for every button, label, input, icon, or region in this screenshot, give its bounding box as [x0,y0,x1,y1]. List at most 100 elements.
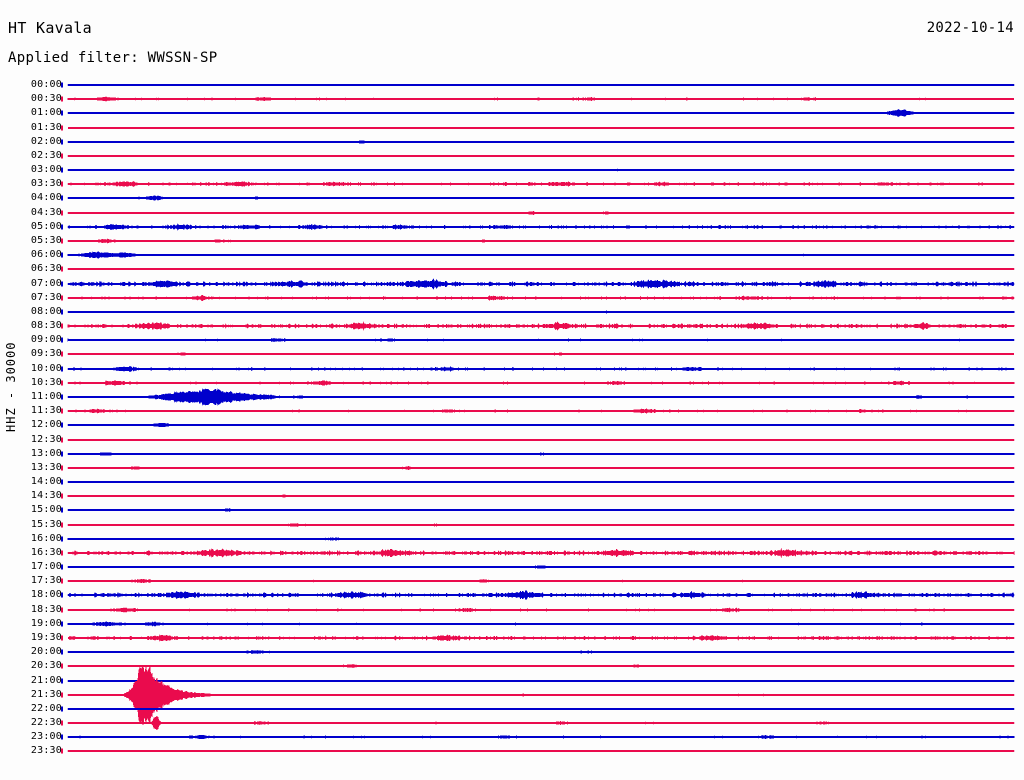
row-time-label: 21:00 [30,674,62,686]
helicorder-row: 09:30 [0,347,1024,361]
helicorder-row: 02:30 [0,149,1024,163]
seismic-trace [61,262,1016,276]
seismic-trace [61,532,1016,546]
seismic-trace [61,617,1016,631]
row-time-label: 15:00 [30,504,62,516]
row-time-label: 11:00 [30,390,62,402]
row-time-label: 13:30 [30,461,62,473]
helicorder-row: 11:30 [0,404,1024,418]
row-time-label: 08:00 [30,305,62,317]
row-time-label: 20:30 [30,660,62,672]
helicorder-row: 08:00 [0,305,1024,319]
helicorder-row: 17:00 [0,560,1024,574]
helicorder-row: 00:00 [0,78,1024,92]
helicorder-row: 06:30 [0,262,1024,276]
helicorder-row: 04:00 [0,191,1024,205]
helicorder-row: 01:30 [0,121,1024,135]
helicorder-row: 04:30 [0,206,1024,220]
helicorder-row: 21:30 [0,664,1024,725]
helicorder-row: 22:30 [0,716,1024,730]
helicorder-row: 18:00 [0,588,1024,602]
seismic-trace [61,645,1016,659]
seismic-trace [61,674,1016,688]
row-time-label: 01:00 [30,107,62,119]
row-time-label: 03:00 [30,164,62,176]
row-time-label: 14:30 [30,490,62,502]
row-time-label: 10:30 [30,376,62,388]
row-time-label: 11:30 [30,405,62,417]
row-time-label: 19:00 [30,617,62,629]
helicorder-row: 22:00 [0,702,1024,716]
helicorder-row: 08:30 [0,319,1024,333]
seismic-trace [61,664,1016,725]
seismic-trace [61,489,1016,503]
station-title: HT Kavala [8,19,92,37]
seismic-trace [61,191,1016,205]
helicorder-row: 15:30 [0,518,1024,532]
seismic-trace [61,277,1016,291]
seismic-trace [61,376,1016,390]
seismic-trace [61,319,1016,333]
row-time-label: 03:30 [30,178,62,190]
helicorder-row: 07:30 [0,291,1024,305]
seismic-trace [61,503,1016,517]
seismic-trace [61,730,1016,744]
seismic-trace [61,461,1016,475]
helicorder-row: 19:30 [0,631,1024,645]
row-time-label: 12:00 [30,419,62,431]
helicorder-row: 14:00 [0,475,1024,489]
seismic-trace [61,631,1016,645]
seismic-trace [61,702,1016,716]
seismic-trace [61,149,1016,163]
helicorder-row: 21:00 [0,674,1024,688]
helicorder-row: 12:00 [0,418,1024,432]
helicorder-row: 00:30 [0,92,1024,106]
row-time-label: 17:00 [30,561,62,573]
row-time-label: 22:30 [30,717,62,729]
row-time-label: 15:30 [30,518,62,530]
helicorder-row: 01:00 [0,106,1024,120]
seismic-trace [61,362,1016,376]
row-time-label: 00:00 [30,79,62,90]
seismic-trace [61,418,1016,432]
seismic-trace [61,206,1016,220]
helicorder-row: 05:00 [0,220,1024,234]
seismic-trace [61,305,1016,319]
helicorder-row: 16:00 [0,532,1024,546]
row-time-label: 08:30 [30,320,62,332]
helicorder-row: 02:00 [0,135,1024,149]
seismic-trace [61,433,1016,447]
helicorder-row: 16:30 [0,546,1024,560]
seismic-trace [61,744,1016,758]
row-time-label: 02:00 [30,135,62,147]
seismic-trace [61,135,1016,149]
helicorder-row: 20:30 [0,659,1024,673]
seismic-trace [61,716,1016,730]
row-time-label: 04:00 [30,192,62,204]
seismic-trace [61,234,1016,248]
row-time-label: 09:00 [30,334,62,346]
helicorder-plot: 00:00 00:30 01:00 01:30 02:00 02:30 03:00 03:30… [0,78,1024,768]
row-time-label: 06:30 [30,263,62,275]
seismic-trace [61,291,1016,305]
row-time-label: 12:30 [30,433,62,445]
seismic-trace [61,78,1016,92]
helicorder-row: 13:30 [0,461,1024,475]
helicorder-row: 09:00 [0,333,1024,347]
row-time-label: 18:00 [30,589,62,601]
seismic-trace [61,220,1016,234]
record-date: 2022-10-14 [926,20,1014,36]
helicorder-row: 06:00 [0,248,1024,262]
row-time-label: 21:30 [30,688,62,700]
seismic-trace [61,92,1016,106]
row-time-label: 23:30 [30,745,62,757]
helicorder-row: 19:00 [0,617,1024,631]
row-time-label: 13:00 [30,447,62,459]
helicorder-row: 10:00 [0,362,1024,376]
seismic-trace [61,475,1016,489]
seismic-trace [61,603,1016,617]
row-time-label: 19:30 [30,632,62,644]
applied-filter-label: Applied filter: WWSSN-SP [8,50,218,66]
seismic-trace [61,546,1016,560]
row-time-label: 05:30 [30,234,62,246]
